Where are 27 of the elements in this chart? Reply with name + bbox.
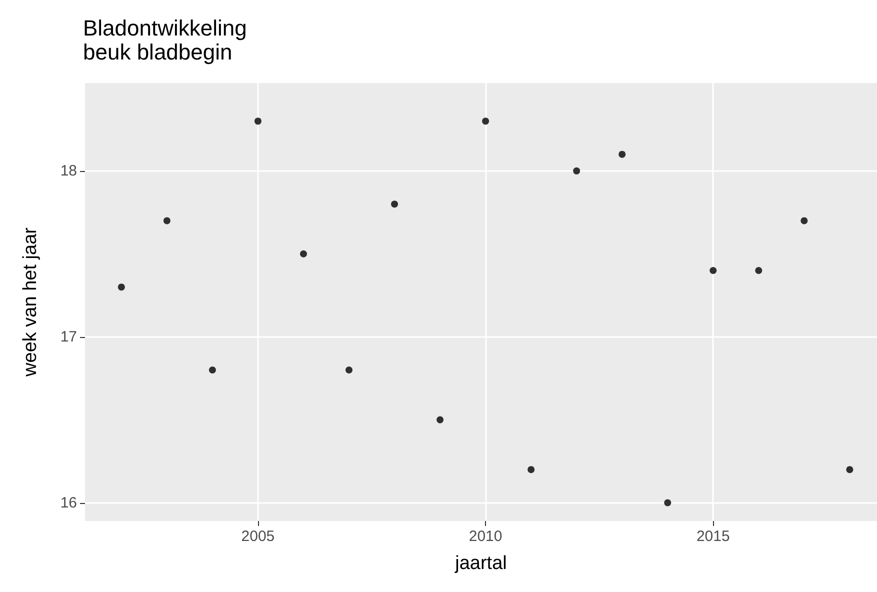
point [664,499,672,506]
point [391,200,398,208]
chart-subtitle: beuk bladbegin [83,40,232,64]
point [346,366,352,374]
point [163,217,170,224]
point [573,167,580,174]
chart-title: Bladontwikkeling [83,16,247,40]
x-tick-label: 2015 [696,528,730,545]
point [482,118,490,125]
point [710,266,717,274]
y-tick-label: 17 [60,328,77,346]
point [118,284,125,291]
point [300,250,307,258]
y-tick-label: 18 [60,162,77,180]
point [618,150,626,158]
point [528,466,535,474]
point [436,416,444,424]
point [846,466,854,474]
point [800,217,808,224]
x-axis-title: jaartal [454,553,507,574]
x-tick-label: 2005 [241,528,275,545]
y-tick-label: 16 [60,494,77,512]
x-tick-label: 2010 [468,528,502,545]
y-axis-title: week van het jaar [20,226,41,378]
point [254,118,262,125]
point [755,266,762,274]
point [208,366,216,374]
